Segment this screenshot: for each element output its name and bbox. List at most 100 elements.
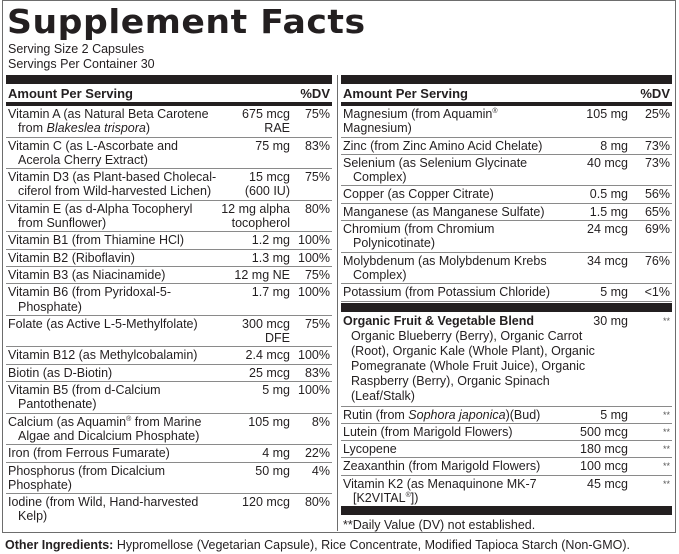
nutrient-dv: 75%	[304, 267, 330, 282]
nutrient-name: Vitamin B5 (from d-Calcium Pantothenate)	[6, 383, 220, 412]
nutrient-amount: 5 mg	[220, 383, 294, 412]
nutrient-name: Vitamin K2 (as Menaquinone MK-7 [K2VITAL®…	[341, 477, 566, 506]
nutrient-name-line: Manganese (as Manganese Sulfate)	[343, 204, 545, 219]
nutrient-amount: 300 mcg DFE	[220, 317, 294, 346]
nutrient-name-line: Lycopene	[343, 442, 397, 457]
nutrient-amount: 12 mg NE	[220, 268, 294, 282]
nutrient-name-line: Vitamin D3 (as Plant-based Cholecal-	[8, 170, 217, 185]
amount-line: 105 mg	[248, 414, 290, 429]
amount-line: 25 mcg	[249, 365, 290, 380]
nutrient-amount: 1.7 mg	[220, 285, 294, 314]
nutrient-amount: 0.5 mg	[566, 187, 632, 201]
nutrient-name-line: ciferol from Wild-harvested Lichen)	[18, 184, 212, 199]
header-rule	[6, 102, 332, 106]
nutrient-amount: 1.2 mg	[220, 233, 294, 247]
nutrient-dv: **	[662, 444, 670, 455]
nutrient-name: Vitamin B1 (from Thiamine HCl)	[6, 233, 220, 247]
nutrient-name-italic: Sophora japonica	[408, 407, 506, 422]
nutrient-row: Potassium (from Potassium Chloride) 5 mg <…	[341, 284, 672, 302]
other-ingredients-text: Hypromellose (Vegetarian Capsule), Rice …	[113, 538, 631, 552]
nutrient-dv: 8%	[311, 414, 330, 429]
nutrient-dv: 75%	[304, 107, 330, 121]
amount-line: 5 mg	[600, 285, 628, 300]
amount-line: 5 mg	[600, 407, 628, 422]
blend-name: Organic Fruit & Vegetable Blend	[343, 313, 535, 328]
nutrient-name: Iodine (from Wild, Hand-harvested Kelp)	[6, 495, 220, 524]
nutrient-dv: 75%	[304, 170, 330, 185]
nutrient-row: Zeaxanthin (from Marigold Flowers) 100 mc…	[341, 458, 672, 476]
nutrient-name: Biotin (as D-Biotin)	[6, 366, 220, 380]
dv-header: %DV	[640, 86, 670, 101]
nutrient-name-line: Vitamin B3 (as Niacinamide)	[8, 267, 166, 282]
other-ingredients: Other Ingredients: Hypromellose (Vegetar…	[5, 538, 630, 552]
serving-size: Serving Size 2 Capsules	[8, 42, 145, 56]
amount-line: 1.2 mg	[251, 233, 290, 248]
amount-line: 2.4 mcg	[245, 348, 290, 363]
nutrient-amount: 25 mcg	[220, 366, 294, 380]
amount-unit-line: (600 IU)	[244, 184, 290, 199]
dv-header: %DV	[300, 86, 330, 101]
nutrient-row: Vitamin B2 (Riboflavin) 1.3 mg 100%	[6, 250, 332, 267]
nutrient-row: Rutin (from Sophora japonica)(Bud) 5 mg **	[341, 407, 672, 424]
nutrient-name-line: [K2VITAL®])	[353, 491, 419, 506]
nutrient-dv: 100%	[298, 233, 330, 248]
nutrient-row: Folate (as Active L-5-Methylfolate) 300 m…	[6, 316, 332, 348]
amount-line: 1.5 mg	[589, 204, 628, 219]
nutrient-dv: 80%	[304, 495, 330, 510]
nutrient-row: Vitamin B6 (from Pyridoxal-5- Phosphate) 1…	[6, 284, 332, 316]
nutrient-name-line: Phosphorus (from Dicalcium Phosphate)	[8, 463, 165, 492]
nutrient-row: Biotin (as D-Biotin) 25 mcg 83%	[6, 365, 332, 383]
right-nutrient-list-2: Rutin (from Sophora japonica)(Bud) 5 mg **…	[341, 407, 672, 507]
nutrient-name: Zeaxanthin (from Marigold Flowers)	[341, 459, 566, 473]
nutrient-name-line: Polynicotinate)	[353, 236, 435, 251]
blend-ingredients: Organic Blueberry (Berry), Organic Carro…	[351, 328, 595, 403]
amount-line: 75 mg	[255, 138, 290, 153]
nutrient-name-line: Vitamin E (as d-Alpha Tocopheryl	[8, 201, 193, 216]
amount-line: 180 mcg	[580, 442, 628, 457]
nutrient-name-line: Complex)	[353, 170, 407, 185]
nutrient-amount: 12 mg alpha tocopherol	[220, 202, 294, 231]
nutrient-row: Selenium (as Selenium Glycinate Complex) 4…	[341, 155, 672, 187]
nutrient-name: Phosphorus (from Dicalcium Phosphate)	[6, 464, 220, 493]
nutrient-name: Lutein (from Marigold Flowers)	[341, 425, 566, 439]
nutrient-dv: **	[662, 461, 670, 472]
nutrient-name: Vitamin B6 (from Pyridoxal-5- Phosphate)	[6, 285, 220, 314]
amount-line: 50 mg	[255, 463, 290, 478]
nutrient-name-line: Zeaxanthin (from Marigold Flowers)	[343, 459, 541, 474]
panel-title: Supplement Facts	[7, 2, 366, 41]
nutrient-name-line: Molybdenum (as Molybdenum Krebs	[343, 253, 547, 268]
column-divider	[337, 75, 338, 531]
nutrient-row: Chromium (from Chromium Polynicotinate) 24…	[341, 221, 672, 253]
supplement-facts-panel	[2, 0, 676, 533]
fruit-vegetable-blend: Organic Fruit & Vegetable Blend 30 mg **…	[341, 312, 672, 407]
nutrient-amount: 24 mcg	[566, 222, 632, 251]
amount-line: 1.3 mg	[251, 250, 290, 265]
nutrient-dv: <1%	[644, 285, 670, 300]
nutrient-dv: 100%	[298, 383, 330, 398]
nutrient-row: Vitamin B3 (as Niacinamide) 12 mg NE 75%	[6, 267, 332, 285]
nutrient-name-line: from Sunflower)	[18, 216, 107, 231]
nutrient-dv: **	[662, 478, 670, 489]
amount-line: 24 mcg	[587, 222, 628, 237]
amount-line: 12 mg NE	[234, 267, 290, 282]
nutrient-dv: 100%	[298, 250, 330, 265]
nutrient-dv: 80%	[304, 201, 330, 216]
nutrient-name-line: Potassium (from Potassium Chloride)	[343, 285, 551, 300]
amount-line: 12 mg alpha	[221, 201, 290, 216]
amount-line: 500 mcg	[580, 424, 628, 439]
thick-rule	[6, 75, 332, 84]
amount-line: 40 mcg	[587, 155, 628, 170]
nutrient-name-line: Pantothenate)	[18, 397, 97, 412]
nutrient-name: Vitamin B2 (Riboflavin)	[6, 251, 220, 265]
nutrient-name-line: Vitamin B12 (as Methylcobalamin)	[8, 348, 198, 363]
nutrient-name-line: Vitamin K2 (as Menaquinone MK-7	[343, 476, 537, 491]
nutrient-row: Copper (as Copper Citrate) 0.5 mg 56%	[341, 186, 672, 204]
right-nutrient-list: Magnesium (from Aquamin® Magnesium) 105 m…	[341, 106, 672, 302]
nutrient-row: Iron (from Ferrous Fumarate) 4 mg 22%	[6, 445, 332, 463]
nutrient-amount: 120 mcg	[220, 495, 294, 524]
nutrient-name-line: Vitamin C (as L-Ascorbate and	[8, 138, 178, 153]
amount-line: 8 mg	[600, 138, 628, 153]
nutrient-amount: 50 mg	[220, 464, 294, 493]
nutrient-name: Vitamin D3 (as Plant-based Cholecal-cife…	[6, 170, 220, 199]
amount-unit-line: tocopherol	[231, 216, 290, 231]
